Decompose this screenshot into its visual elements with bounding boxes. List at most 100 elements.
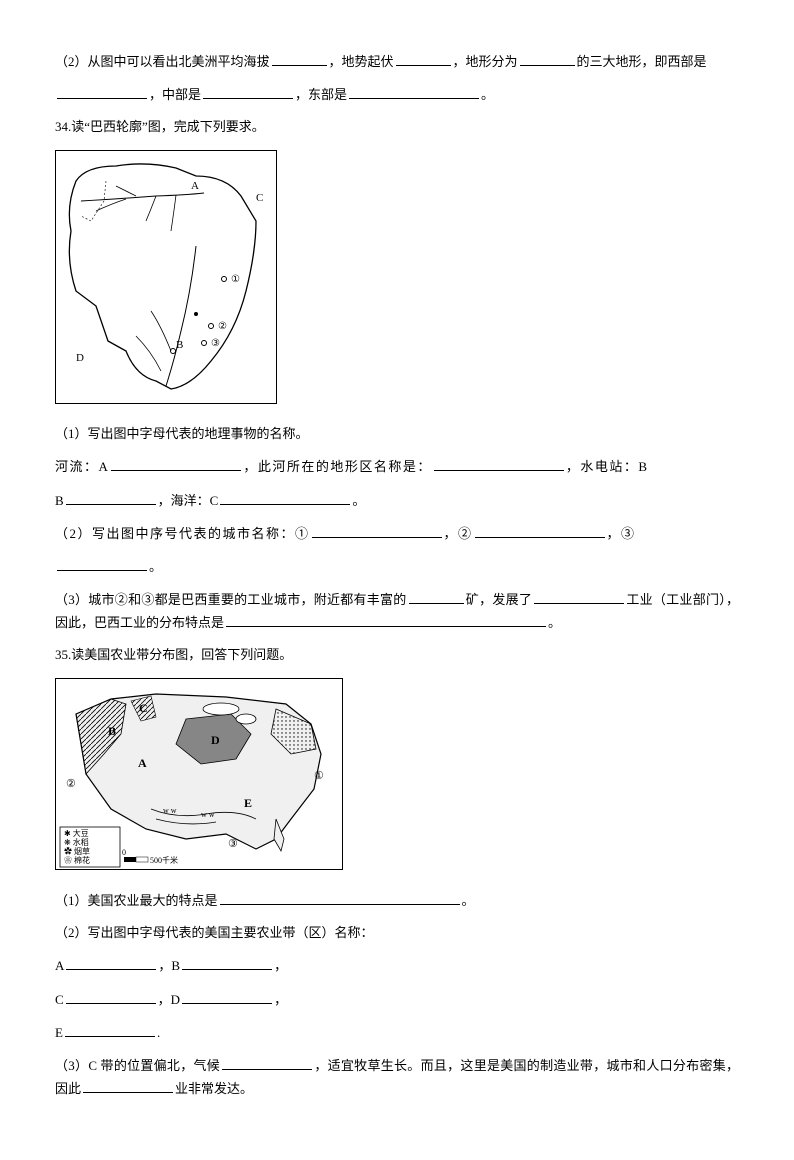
text: ， <box>274 992 287 1007</box>
q33-text: （2）从图中可以看出北美洲平均海拔 <box>55 54 270 69</box>
legend-soybean: 大豆 <box>73 828 89 838</box>
q34-title: 34.读“巴西轮廓”图，完成下列要求。 <box>55 116 739 138</box>
q35-part1: （1）美国农业最大的特点是 。 <box>55 889 739 912</box>
svg-text:❀ 棉花: ❀ 棉花 <box>64 855 90 865</box>
blank[interactable] <box>272 50 327 66</box>
blank[interactable] <box>203 83 293 99</box>
svg-text:③: ③ <box>228 838 238 850</box>
text: ，此河所在的地形区名称是： <box>243 459 432 474</box>
blank[interactable] <box>66 988 156 1004</box>
svg-text:0: 0 <box>122 848 126 857</box>
legend-cotton: 棉花 <box>74 855 90 865</box>
blank[interactable] <box>226 611 546 627</box>
text: . <box>157 1025 160 1040</box>
label-d: D <box>76 352 84 364</box>
text: A <box>55 958 64 973</box>
label-b: B <box>176 339 183 351</box>
label-a: A <box>191 180 199 192</box>
svg-text:B: B <box>108 724 116 738</box>
text: （3）C 带的位置偏北，气候 <box>55 1058 220 1073</box>
q34-map: A B C D ① ② ③ <box>55 150 277 404</box>
blank[interactable] <box>57 555 147 571</box>
svg-text:E: E <box>244 796 252 810</box>
text: 。 <box>352 493 365 508</box>
text: ，③ <box>607 526 636 541</box>
text: 。 <box>548 615 561 630</box>
q35-map: w w w w A B C D E ① ② ③ ✱ 大豆 ❋ 水稻 ✿ 烟草 ❀… <box>55 678 343 870</box>
q35-part2-ab: A ，B ， <box>55 954 739 977</box>
q35-part3: （3）C 带的位置偏北，气候，适宜牧草生长。而且，这里是美国的制造业带，城市和人… <box>55 1054 739 1100</box>
q34-part1: （1）写出图中字母代表的地理事物的名称。 <box>55 423 739 445</box>
blank[interactable] <box>65 1021 155 1037</box>
blank[interactable] <box>349 83 479 99</box>
legend-rice: 水稻 <box>73 837 89 847</box>
q33-text: ，中部是 <box>149 87 201 102</box>
label-3: ③ <box>211 338 220 349</box>
svg-text:✿ 烟草: ✿ 烟草 <box>64 846 90 856</box>
svg-text:C: C <box>139 701 148 715</box>
blank[interactable] <box>475 522 605 538</box>
svg-text:❋ 水稻: ❋ 水稻 <box>64 837 89 847</box>
text: （1）美国农业最大的特点是 <box>55 893 218 908</box>
svg-text:②: ② <box>66 778 76 790</box>
q33-text: ，地形分为 <box>453 54 518 69</box>
text: （2）写出图中序号代表的城市名称：① <box>55 526 310 541</box>
q34-part2-line2: 。 <box>55 555 739 578</box>
svg-text:w w: w w <box>201 810 215 819</box>
q35-part2: （2）写出图中字母代表的美国主要农业带（区）名称： <box>55 922 739 944</box>
blank[interactable] <box>396 50 451 66</box>
q33-part2-line1: （2）从图中可以看出北美洲平均海拔 ，地势起伏 ，地形分为 的三大地形，即西部是 <box>55 50 739 73</box>
text: ，D <box>158 992 180 1007</box>
text: 业非常发达。 <box>175 1081 253 1096</box>
brazil-map-svg: A B C D ① ② ③ <box>56 151 276 403</box>
text: ， <box>274 958 287 973</box>
q34-part3: （3）城市②和③都是巴西重要的工业城市，附近都有丰富的矿，发展了工业（工业部门）… <box>55 588 739 634</box>
blank[interactable] <box>434 455 564 471</box>
q33-text: 。 <box>481 87 494 102</box>
blank[interactable] <box>520 50 575 66</box>
legend-tobacco: 烟草 <box>74 846 90 856</box>
svg-text:✱ 大豆: ✱ 大豆 <box>64 828 89 838</box>
svg-text:A: A <box>138 756 147 770</box>
text: ，水电站：B <box>566 459 649 474</box>
text: ，② <box>444 526 473 541</box>
blank[interactable] <box>111 455 241 471</box>
q33-text: ，东部是 <box>295 87 347 102</box>
q34-part1-blanks: 河流：A ，此河所在的地形区名称是： ，水电站：B <box>55 455 739 478</box>
blank[interactable] <box>222 1054 312 1070</box>
svg-text:①: ① <box>314 770 324 782</box>
blank[interactable] <box>182 988 272 1004</box>
blank[interactable] <box>312 522 442 538</box>
blank[interactable] <box>57 83 147 99</box>
blank[interactable] <box>83 1077 173 1093</box>
svg-text:D: D <box>211 733 220 747</box>
q33-part2-line2: ，中部是 ，东部是 。 <box>55 83 739 106</box>
blank[interactable] <box>409 588 464 604</box>
label-1: ① <box>231 274 240 285</box>
blank[interactable] <box>66 489 156 505</box>
blank[interactable] <box>66 954 156 970</box>
svg-text:w w: w w <box>163 806 177 815</box>
q34-map-container: A B C D ① ② ③ <box>55 150 739 411</box>
text: 河流：A <box>55 459 109 474</box>
blank[interactable] <box>220 489 350 505</box>
text: （3）城市②和③都是巴西重要的工业城市，附近都有丰富的 <box>55 592 407 607</box>
q35-map-container: w w w w A B C D E ① ② ③ ✱ 大豆 ❋ 水稻 ✿ 烟草 ❀… <box>55 678 739 877</box>
q35-title: 35.读美国农业带分布图，回答下列问题。 <box>55 644 739 666</box>
q34-part1-blanks2: B，海洋：C。 <box>55 489 739 512</box>
q35-part2-cd: C ，D ， <box>55 988 739 1011</box>
blank[interactable] <box>534 588 624 604</box>
q35-part2-e: E. <box>55 1021 739 1044</box>
text: 。 <box>462 893 475 908</box>
q34-part2-line1: （2）写出图中序号代表的城市名称：① ，② ，③ <box>55 522 739 545</box>
label-2: ② <box>218 321 227 332</box>
q33-text: ，地势起伏 <box>329 54 394 69</box>
usa-map-svg: w w w w A B C D E ① ② ③ ✱ 大豆 ❋ 水稻 ✿ 烟草 ❀… <box>56 679 342 869</box>
text: E <box>55 1025 63 1040</box>
text: 矿，发展了 <box>466 592 533 607</box>
text: ，B <box>158 958 180 973</box>
text: C <box>55 992 64 1007</box>
q33-text: 的三大地形，即西部是 <box>577 54 707 69</box>
blank[interactable] <box>182 954 272 970</box>
blank[interactable] <box>220 889 460 905</box>
